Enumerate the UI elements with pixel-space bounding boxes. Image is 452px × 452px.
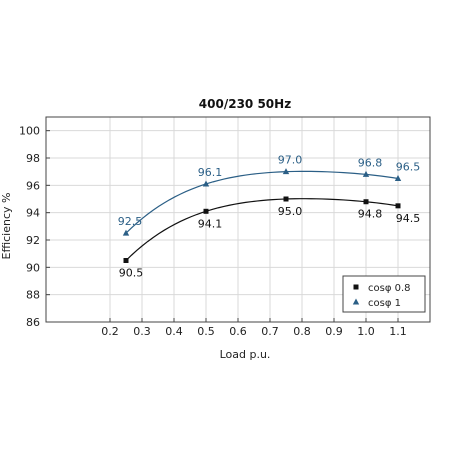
data-point <box>363 199 369 205</box>
x-tick-label: 0.9 <box>325 325 343 338</box>
y-tick-label: 96 <box>26 179 40 192</box>
data-point <box>283 196 289 202</box>
legend-marker <box>353 284 359 290</box>
series-layer: 90.5 94.1 95.0 94.8 94.5 92.5 96.1 97.0 96.8 96.5 <box>118 154 421 280</box>
y-tick-label: 94 <box>26 207 40 220</box>
x-tick-label: 1.1 <box>389 325 407 338</box>
y-tick-label: 100 <box>19 125 40 138</box>
data-point <box>394 175 402 181</box>
data-point <box>282 168 290 175</box>
data-point <box>123 258 129 263</box>
legend-entry: cosφ 1 <box>368 298 401 309</box>
data-point <box>202 180 210 187</box>
x-tick-label: 0.3 <box>133 325 151 338</box>
x-tick-label: 0.7 <box>261 325 279 338</box>
series-1: 90.5 94.1 95.0 94.8 94.5 <box>119 196 421 280</box>
y-tick-label: 92 <box>26 234 40 247</box>
data-label: 96.5 <box>396 161 421 174</box>
data-label: 94.5 <box>396 212 421 225</box>
data-point <box>203 208 209 214</box>
data-label: 95.0 <box>278 205 303 218</box>
x-tick-label: 0.6 <box>229 325 247 338</box>
data-point <box>362 170 370 177</box>
y-tick-label: 86 <box>26 316 40 329</box>
x-tick-label: 0.4 <box>165 325 183 338</box>
x-tick-label: 0.2 <box>101 325 119 338</box>
data-label: 96.8 <box>358 156 383 169</box>
y-axis-label: Efficiency % <box>0 193 13 260</box>
legend: cosφ 0.8 cosφ 1 <box>342 275 426 313</box>
y-tick-label: 88 <box>26 289 40 302</box>
y-tick-label: 98 <box>26 152 40 165</box>
axis-ticks: 0.2 0.3 0.4 0.5 0.6 0.7 0.8 0.9 1.0 1.1 86 88 90 92 94… <box>19 125 407 338</box>
data-label: 90.5 <box>119 267 144 280</box>
data-label: 94.8 <box>358 208 383 221</box>
y-tick-label: 90 <box>26 261 40 274</box>
legend-marker <box>352 298 360 305</box>
data-point <box>395 203 401 209</box>
x-axis-label: Load p.u. <box>220 348 271 361</box>
data-label: 94.1 <box>198 217 223 230</box>
legend-box <box>342 275 426 313</box>
data-label: 96.1 <box>198 166 223 179</box>
data-point <box>122 229 130 236</box>
series-line <box>125 198 399 261</box>
series-line <box>125 170 399 234</box>
series-2: 92.5 96.1 97.0 96.8 96.5 <box>118 154 421 236</box>
chart-title: 400/230 50Hz <box>199 97 291 111</box>
x-tick-label: 0.5 <box>197 325 215 338</box>
x-tick-label: 0.8 <box>293 325 311 338</box>
data-label: 92.5 <box>118 215 143 228</box>
x-tick-label: 1.0 <box>357 325 375 338</box>
legend-entry: cosφ 0.8 <box>368 283 411 294</box>
data-label: 97.0 <box>278 154 303 167</box>
